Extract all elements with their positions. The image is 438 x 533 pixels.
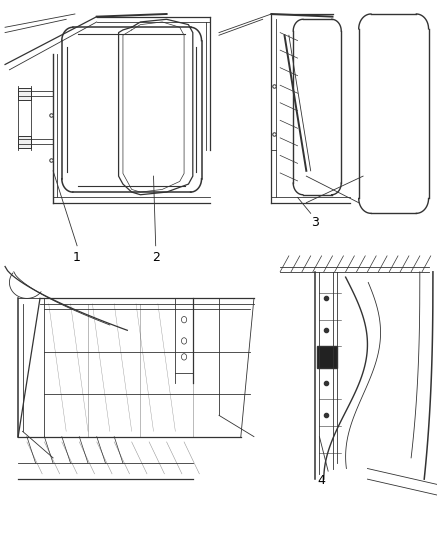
- Text: 2: 2: [152, 251, 159, 263]
- Bar: [317, 346, 337, 368]
- Text: 1: 1: [73, 251, 81, 263]
- Text: 3: 3: [311, 216, 318, 229]
- Bar: [18, 88, 31, 100]
- Bar: [18, 136, 31, 148]
- Text: 4: 4: [318, 474, 325, 487]
